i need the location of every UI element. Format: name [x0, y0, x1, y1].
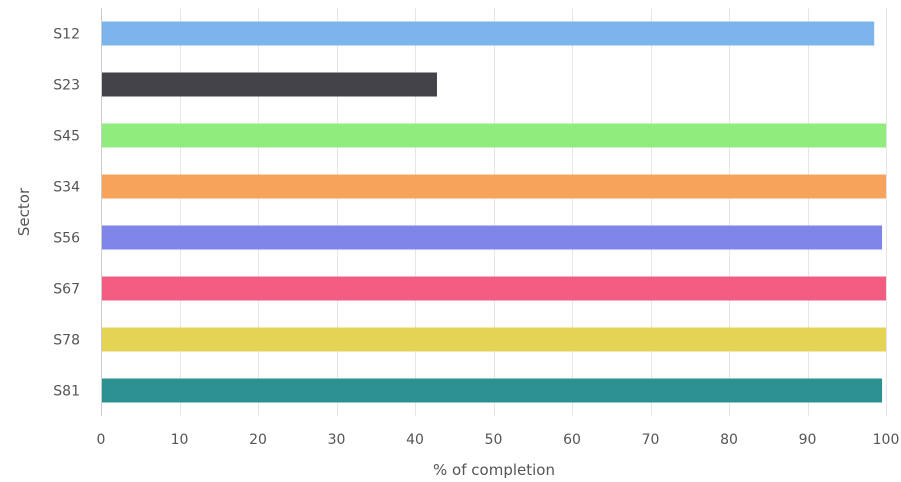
bar-s34[interactable] — [102, 174, 886, 199]
x-tick-80: 80 — [720, 432, 738, 448]
bar-s67[interactable] — [102, 276, 886, 301]
x-tick-50: 50 — [485, 432, 503, 448]
x-tick-0: 0 — [97, 432, 106, 448]
x-tick-10: 10 — [171, 432, 189, 448]
y-tick-labels: S12 S23 S45 S34 S56 S67 S78 S81 — [53, 27, 80, 400]
y-tick-s12: S12 — [53, 27, 80, 43]
x-tick-70: 70 — [642, 432, 660, 448]
y-tick-s45: S45 — [53, 129, 80, 145]
y-tick-s67: S67 — [53, 282, 80, 298]
x-tick-90: 90 — [799, 432, 817, 448]
bars — [102, 21, 886, 403]
y-tick-s23: S23 — [53, 78, 80, 94]
bar-s78[interactable] — [102, 327, 886, 352]
x-axis-title: % of completion — [433, 461, 555, 479]
y-tick-s56: S56 — [53, 231, 80, 247]
x-tick-20: 20 — [249, 432, 267, 448]
bar-s12[interactable] — [102, 21, 875, 46]
bar-s81[interactable] — [102, 378, 883, 403]
x-tick-60: 60 — [563, 432, 581, 448]
y-tick-s81: S81 — [53, 384, 80, 400]
x-tick-40: 40 — [406, 432, 424, 448]
gridlines — [101, 8, 887, 416]
bar-s23[interactable] — [102, 72, 437, 97]
bar-s56[interactable] — [102, 225, 883, 250]
y-tick-s34: S34 — [53, 180, 80, 196]
x-tick-100: 100 — [873, 432, 900, 448]
x-tick-30: 30 — [328, 432, 346, 448]
y-tick-s78: S78 — [53, 333, 80, 349]
bar-s45[interactable] — [102, 123, 886, 148]
y-axis-title: Sector — [15, 187, 33, 236]
x-tick-labels: 0 10 20 30 40 50 60 70 80 90 100 — [97, 432, 900, 448]
